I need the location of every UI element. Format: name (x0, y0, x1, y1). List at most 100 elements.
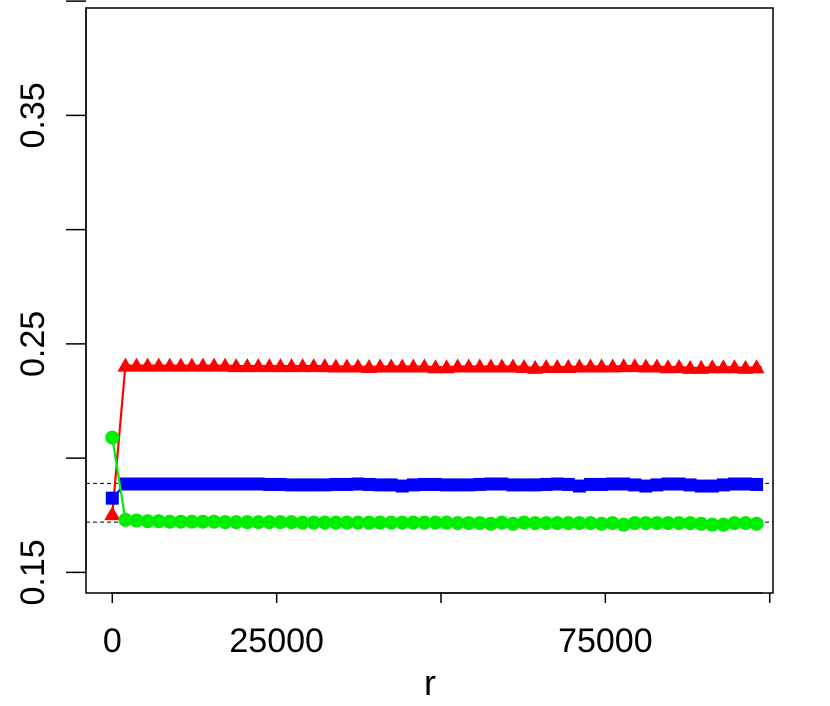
data-point-square (750, 477, 764, 491)
data-point-triangle (272, 358, 289, 373)
data-point-square (196, 477, 210, 491)
data-point-circle (384, 515, 399, 530)
data-point-circle (105, 430, 120, 445)
data-point-square (163, 477, 177, 491)
data-point-triangle (128, 357, 145, 372)
data-point-circle (605, 516, 620, 531)
data-point-square (672, 477, 686, 491)
data-point-square (716, 478, 730, 492)
data-point-square (650, 478, 664, 492)
data-point-circle (218, 515, 233, 530)
data-point-triangle (482, 358, 499, 373)
data-point-square (240, 477, 254, 491)
data-point-triangle (682, 359, 699, 374)
data-point-triangle (283, 358, 300, 373)
x-tick-label: 0 (103, 622, 122, 660)
data-point-square (606, 477, 620, 491)
data-point-triangle (117, 357, 134, 372)
data-point-circle (472, 516, 487, 531)
data-point-circle (428, 515, 443, 530)
data-point-triangle (460, 358, 477, 373)
data-point-circle (461, 516, 476, 531)
data-point-circle (151, 514, 166, 529)
data-point-square (395, 479, 409, 493)
data-point-circle (550, 516, 565, 531)
data-point-square (329, 477, 343, 491)
data-point-circle (694, 516, 709, 531)
data-point-square (738, 477, 752, 491)
data-point-triangle (549, 358, 566, 373)
data-point-circle (749, 516, 764, 531)
data-point-circle (295, 515, 310, 530)
plot-area (85, 7, 774, 594)
data-point-circle (705, 517, 720, 532)
data-point-triangle (250, 358, 267, 373)
data-point-square (628, 478, 642, 492)
data-point-circle (572, 516, 587, 531)
data-point-triangle (104, 506, 121, 521)
data-point-triangle (704, 359, 721, 374)
data-point-triangle (604, 358, 621, 373)
series-triangle (104, 357, 765, 521)
data-point-square (583, 477, 597, 491)
data-point-triangle (449, 358, 466, 373)
data-point-circle (594, 516, 609, 531)
data-point-circle (373, 515, 388, 530)
data-point-circle (262, 515, 277, 530)
data-point-circle (306, 515, 321, 530)
data-point-triangle (493, 358, 510, 373)
data-point-circle (616, 517, 631, 532)
data-point-circle (494, 515, 509, 530)
data-point-triangle (571, 358, 588, 373)
data-point-circle (683, 516, 698, 531)
data-point-circle (649, 516, 664, 531)
data-point-triangle (527, 359, 544, 374)
data-point-circle (738, 516, 753, 531)
data-point-circle (317, 515, 332, 530)
data-point-square (639, 479, 653, 493)
data-point-square (451, 478, 465, 492)
data-point-square (473, 477, 487, 491)
data-point-square (406, 478, 420, 492)
data-point-circle (727, 516, 742, 531)
data-point-circle (395, 515, 410, 530)
data-point-circle (362, 515, 377, 530)
data-point-square (572, 479, 586, 493)
data-point-square (362, 477, 376, 491)
data-point-square (484, 477, 498, 491)
data-point-triangle (416, 358, 433, 373)
data-point-circle (660, 516, 675, 531)
data-point-triangle (239, 358, 256, 373)
data-point-circle (583, 516, 598, 531)
data-point-triangle (593, 358, 610, 373)
data-point-triangle (737, 359, 754, 374)
y-tick-label: 0.25 (14, 311, 52, 377)
data-point-triangle (427, 359, 444, 374)
data-point-circle (173, 514, 188, 529)
data-point-circle (129, 513, 144, 528)
data-point-square (152, 477, 166, 491)
data-point-square (273, 477, 287, 491)
data-point-circle (350, 515, 365, 530)
data-point-circle (207, 514, 222, 529)
data-point-square (595, 477, 609, 491)
data-point-triangle (327, 358, 344, 373)
data-point-triangle (394, 358, 411, 373)
data-point-square (384, 478, 398, 492)
data-point-circle (439, 515, 454, 530)
data-point-triangle (405, 358, 422, 373)
data-point-square (307, 478, 321, 492)
data-point-square (174, 477, 188, 491)
data-point-square (229, 477, 243, 491)
data-point-circle (483, 516, 498, 531)
data-point-square (105, 491, 119, 505)
data-point-triangle (372, 358, 389, 373)
data-point-circle (627, 516, 642, 531)
data-point-square (141, 477, 155, 491)
data-point-square (207, 477, 221, 491)
series-line (111, 364, 762, 515)
data-point-square (185, 477, 199, 491)
data-point-square (118, 477, 132, 491)
data-point-square (661, 477, 675, 491)
data-point-triangle (349, 358, 366, 373)
